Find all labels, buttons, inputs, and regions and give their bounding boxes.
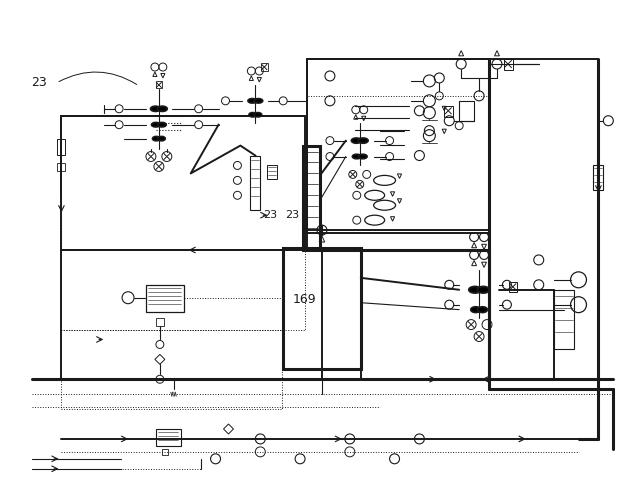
Bar (146, 285, 184, 311)
Text: 23: 23 (32, 76, 47, 89)
Bar (267, 166, 277, 180)
Bar (307, 59, 489, 233)
Text: 23: 23 (263, 210, 277, 220)
Ellipse shape (152, 136, 160, 141)
Ellipse shape (151, 123, 160, 127)
Bar (459, 101, 474, 121)
Bar (593, 166, 604, 190)
Ellipse shape (254, 113, 262, 117)
Ellipse shape (158, 106, 167, 112)
Ellipse shape (248, 99, 256, 103)
Bar (554, 290, 573, 349)
Ellipse shape (254, 99, 263, 103)
Ellipse shape (469, 287, 481, 293)
Bar (250, 156, 260, 210)
Text: 169: 169 (293, 293, 317, 306)
Bar (444, 106, 453, 117)
Bar (57, 138, 66, 155)
Ellipse shape (249, 113, 256, 117)
Bar (303, 146, 320, 250)
Ellipse shape (358, 154, 367, 159)
Bar (283, 248, 361, 370)
Ellipse shape (158, 123, 166, 127)
Bar (162, 449, 168, 455)
Ellipse shape (358, 138, 368, 143)
Bar (156, 317, 164, 325)
Ellipse shape (477, 287, 490, 293)
Ellipse shape (158, 136, 165, 141)
Bar (261, 63, 268, 71)
Bar (57, 164, 66, 172)
Ellipse shape (352, 138, 361, 143)
Bar (62, 116, 305, 250)
Ellipse shape (478, 307, 488, 312)
Ellipse shape (471, 307, 481, 312)
Ellipse shape (151, 106, 161, 112)
Bar (156, 429, 181, 446)
Bar (156, 81, 162, 88)
Bar (504, 59, 513, 70)
Ellipse shape (352, 154, 361, 159)
Bar (509, 282, 517, 292)
Bar (62, 329, 282, 409)
Bar (62, 250, 305, 329)
Text: 23: 23 (285, 210, 299, 220)
